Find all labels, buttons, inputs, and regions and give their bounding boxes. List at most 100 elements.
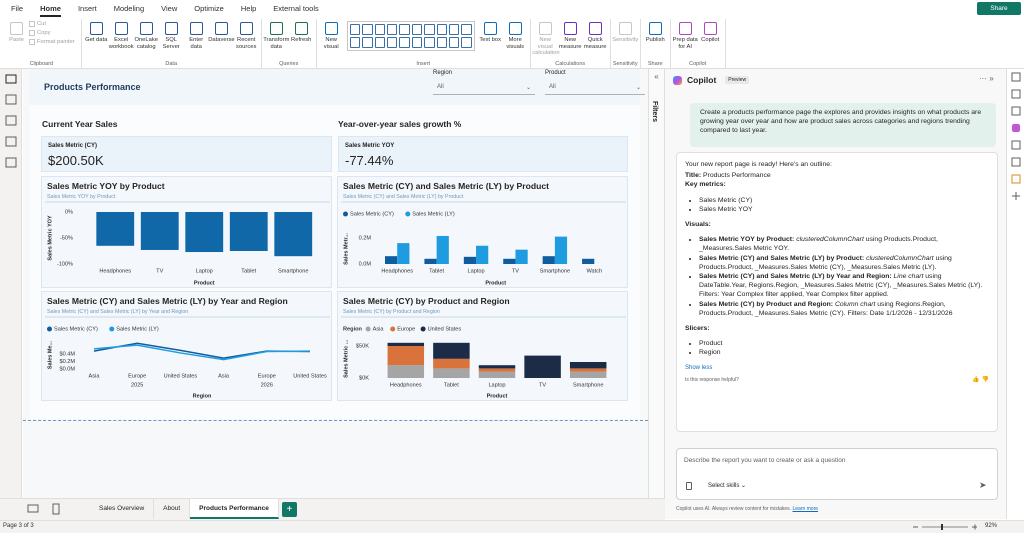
ribbon-button[interactable]: OneLake catalog (134, 19, 159, 50)
visual-type-icon[interactable] (424, 37, 435, 48)
mobile-layout-icon[interactable] (52, 503, 60, 515)
legend-label[interactable]: Sales Metric (CY) (54, 326, 98, 332)
ribbon-button[interactable]: Get data (84, 19, 109, 44)
learn-more-link[interactable]: Learn more (792, 506, 819, 512)
bar[interactable] (397, 243, 410, 264)
ribbon-button[interactable]: Prep data for AI (673, 19, 698, 50)
bar-segment[interactable] (433, 358, 470, 369)
share-button[interactable]: Share (977, 2, 1021, 15)
bar-segment[interactable] (387, 342, 425, 346)
rail-icon[interactable] (1011, 157, 1021, 167)
attach-icon[interactable] (686, 482, 692, 490)
visual-type-icon[interactable] (349, 24, 361, 35)
ribbon-button[interactable]: Dataverse (208, 19, 235, 44)
bar-segment[interactable] (433, 342, 470, 359)
send-button[interactable]: ➤ (979, 480, 987, 490)
visual-type-icon[interactable] (386, 37, 398, 48)
legend-label[interactable]: Europe (397, 326, 415, 332)
menu-tab[interactable]: View (161, 4, 178, 13)
ribbon-button[interactable]: More visuals (503, 19, 528, 50)
legend-label[interactable]: Sales Metric (LY) (116, 326, 159, 332)
kpi-card[interactable]: Sales Metric YOY -77.44% (338, 136, 628, 172)
ribbon-button[interactable]: Excel workbook (109, 19, 134, 50)
ribbon-button[interactable]: Publish (643, 19, 668, 44)
menu-tab[interactable]: Home (40, 0, 61, 17)
bar[interactable] (582, 258, 595, 264)
visual-type-icon[interactable] (349, 37, 361, 48)
skills-picker[interactable]: Select skills ⌄ (708, 483, 747, 489)
menu-tab[interactable]: Optimize (194, 4, 224, 13)
table-view-icon[interactable] (5, 94, 17, 105)
menu-tab[interactable]: Modeling (113, 4, 145, 13)
bar[interactable] (274, 212, 313, 257)
bar-segment[interactable] (478, 368, 516, 372)
visual-type-icon[interactable] (374, 37, 385, 48)
expand-icon[interactable]: « (654, 72, 659, 81)
line-chart[interactable]: Sales Metric (CY) and Sales Metric (LY) … (41, 291, 332, 401)
visual-type-icon[interactable] (436, 24, 447, 35)
ribbon-button[interactable]: Recent sources (234, 19, 259, 50)
ribbon-button[interactable]: SQL Server (159, 19, 184, 50)
bar-segment[interactable] (478, 371, 516, 378)
legend-label[interactable]: Sales Metric (LY) (412, 211, 455, 217)
visual-type-icon[interactable] (386, 24, 398, 35)
bar[interactable] (542, 256, 555, 264)
ribbon-button[interactable]: Copilot (698, 19, 723, 44)
rail-icon[interactable] (1011, 106, 1021, 116)
bar-segment[interactable] (569, 371, 607, 378)
ribbon-button[interactable]: Refresh (289, 19, 314, 44)
bar[interactable] (96, 212, 135, 246)
bar[interactable] (463, 256, 477, 264)
visual-type-icon[interactable] (362, 37, 373, 48)
ribbon-button[interactable]: Enter data (184, 19, 209, 50)
ribbon-button[interactable]: New measure (558, 19, 583, 50)
menu-tab[interactable]: External tools (273, 4, 319, 13)
add-icon[interactable] (1012, 192, 1020, 200)
visual-type-icon[interactable] (362, 24, 373, 35)
bar[interactable] (503, 258, 516, 264)
page-tab[interactable]: About (154, 499, 191, 519)
page-tab[interactable]: Sales Overview (90, 499, 155, 519)
zoom-slider[interactable] (910, 521, 980, 533)
menu-tab[interactable]: File (11, 4, 24, 13)
bar-segment[interactable] (387, 346, 425, 366)
bar-segment[interactable] (478, 365, 516, 369)
kpi-card[interactable]: Sales Metric (CY) $200.50K (41, 136, 332, 172)
visual-type-icon[interactable] (448, 24, 460, 35)
bar-segment[interactable] (524, 355, 561, 378)
bar[interactable] (515, 249, 528, 264)
bar[interactable] (229, 212, 268, 251)
menu-tab[interactable]: Help (240, 4, 257, 13)
menu-tab[interactable]: Insert (77, 4, 97, 13)
stacked-column-chart[interactable]: Sales Metric (CY) by Product and Region S… (337, 291, 628, 401)
line-series[interactable] (93, 344, 311, 361)
legend-label[interactable]: Asia (373, 326, 385, 332)
thumbs-buttons[interactable]: 👍 👎 (972, 376, 989, 383)
bar[interactable] (476, 245, 489, 264)
add-page-button[interactable]: + (281, 501, 297, 517)
rail-icon[interactable] (1011, 89, 1021, 99)
rail-icon[interactable] (1011, 174, 1021, 184)
column-chart[interactable]: Sales Metric YOY by Product Sales Metric … (41, 176, 332, 288)
ribbon-button[interactable]: Text box (478, 19, 503, 44)
copilot-rail-icon[interactable] (1012, 124, 1020, 132)
visual-type-icon[interactable] (399, 24, 410, 35)
clustered-column-chart[interactable]: Sales Metric (CY) and Sales Metric (LY) … (337, 176, 628, 288)
bar-segment[interactable] (433, 368, 470, 378)
slicer-dropdown[interactable]: All ⌄ (433, 81, 535, 95)
zoom-buttons[interactable] (913, 524, 977, 530)
visual-type-icon[interactable] (411, 24, 423, 35)
rail-icon[interactable] (1011, 72, 1021, 82)
visual-type-icon[interactable] (448, 37, 460, 48)
product-slicer[interactable]: Product All ⌄ (545, 70, 645, 95)
bar[interactable] (185, 212, 224, 253)
visual-type-icon[interactable] (461, 24, 472, 35)
ribbon-button[interactable]: New visual (319, 19, 344, 50)
tmdl-view-icon[interactable] (5, 157, 17, 168)
bar-segment[interactable] (569, 368, 607, 372)
chat-input[interactable]: Describe the report you want to create o… (676, 448, 998, 500)
bar[interactable] (140, 212, 179, 250)
page-tab[interactable]: Products Performance (190, 499, 279, 519)
rail-icon[interactable] (1011, 140, 1021, 150)
slicer-dropdown[interactable]: All ⌄ (545, 81, 645, 95)
